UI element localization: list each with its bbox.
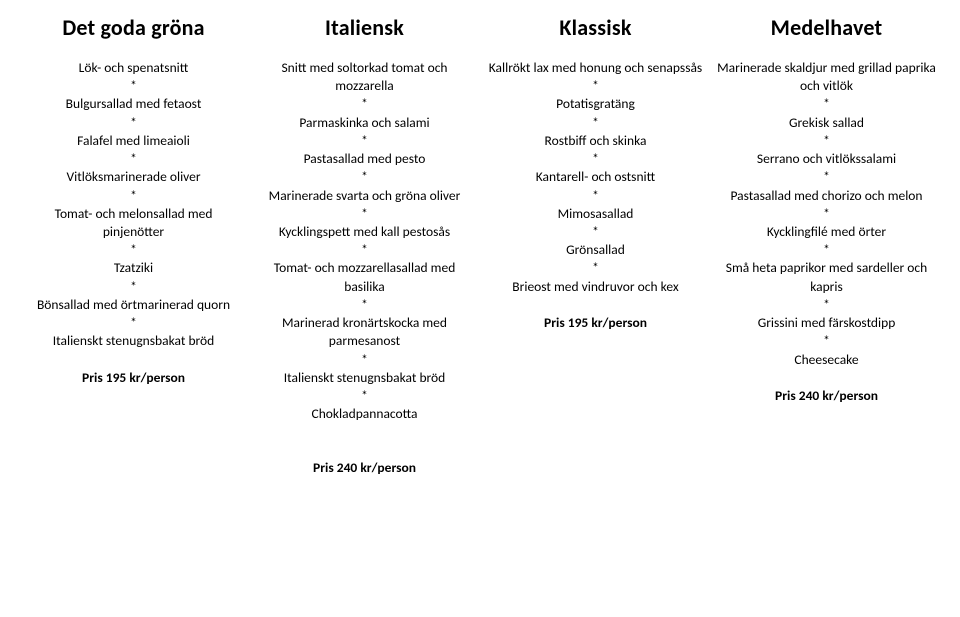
separator: * <box>24 278 243 296</box>
separator: * <box>255 387 474 405</box>
column-items: Marinerade skaldjur med grillad paprika … <box>717 59 936 369</box>
menu-item: Rostbiff och skinka <box>486 132 705 150</box>
menu-item: Vitlöksmarinerade oliver <box>24 168 243 186</box>
column-price: Pris 240 kr/person <box>717 387 936 404</box>
separator: * <box>24 241 243 259</box>
menu-page: Det goda gröna Lök- och spenatsnitt*Bulg… <box>0 0 960 476</box>
column-title: Det goda gröna <box>24 14 243 41</box>
menu-item: Brieost med vindruvor och kex <box>486 278 705 296</box>
column-price: Pris 195 kr/person <box>24 369 243 386</box>
separator: * <box>717 168 936 186</box>
separator: * <box>24 187 243 205</box>
separator: * <box>255 205 474 223</box>
column-items: Lök- och spenatsnitt*Bulgursallad med fe… <box>24 59 243 351</box>
menu-item: Bönsallad med örtmarinerad quorn <box>24 296 243 314</box>
separator: * <box>255 296 474 314</box>
separator: * <box>255 351 474 369</box>
menu-item: Cheesecake <box>717 351 936 369</box>
menu-item: Tomat- och melonsallad med pinjenötter <box>24 205 243 241</box>
separator: * <box>717 132 936 150</box>
separator: * <box>486 150 705 168</box>
menu-item: Tzatziki <box>24 259 243 277</box>
separator: * <box>255 241 474 259</box>
column-title: Medelhavet <box>717 14 936 41</box>
separator: * <box>717 95 936 113</box>
menu-item: Kallrökt lax med honung och senapssås <box>486 59 705 77</box>
separator: * <box>717 205 936 223</box>
separator: * <box>24 314 243 332</box>
menu-column-2: Klassisk Kallrökt lax med honung och sen… <box>480 14 711 476</box>
menu-column-1: Italiensk Snitt med soltorkad tomat och … <box>249 14 480 476</box>
separator: * <box>255 132 474 150</box>
separator: * <box>486 223 705 241</box>
separator: * <box>486 259 705 277</box>
menu-item: Snitt med soltorkad tomat och mozzarella <box>255 59 474 95</box>
menu-item: Chokladpannacotta <box>255 405 474 423</box>
menu-item: Potatisgratäng <box>486 95 705 113</box>
menu-item: Grissini med färskostdipp <box>717 314 936 332</box>
menu-item: Serrano och vitlökssalami <box>717 150 936 168</box>
column-price-below: Pris 240 kr/person <box>255 459 474 476</box>
menu-item: Mimosasallad <box>486 205 705 223</box>
menu-item: Italienskt stenugnsbakat bröd <box>24 332 243 350</box>
menu-column-0: Det goda gröna Lök- och spenatsnitt*Bulg… <box>18 14 249 476</box>
menu-item: Tomat- och mozzarellasallad med basilika <box>255 259 474 295</box>
separator: * <box>255 168 474 186</box>
separator: * <box>717 241 936 259</box>
menu-item: Grekisk sallad <box>717 114 936 132</box>
separator: * <box>24 114 243 132</box>
menu-item: Marinerade skaldjur med grillad paprika … <box>717 59 936 95</box>
separator: * <box>486 114 705 132</box>
menu-item: Små heta paprikor med sardeller och kapr… <box>717 259 936 295</box>
column-title: Italiensk <box>255 14 474 41</box>
separator: * <box>486 77 705 95</box>
separator: * <box>717 296 936 314</box>
menu-item: Kantarell- och ostsnitt <box>486 168 705 186</box>
separator: * <box>24 77 243 95</box>
menu-item: Pastasallad med pesto <box>255 150 474 168</box>
menu-item: Italienskt stenugnsbakat bröd <box>255 369 474 387</box>
menu-item: Kycklingfilé med örter <box>717 223 936 241</box>
separator: * <box>486 187 705 205</box>
separator: * <box>255 95 474 113</box>
separator: * <box>24 150 243 168</box>
menu-column-3: Medelhavet Marinerade skaldjur med grill… <box>711 14 942 476</box>
menu-item: Falafel med limeaioli <box>24 132 243 150</box>
menu-item: Bulgursallad med fetaost <box>24 95 243 113</box>
column-items: Snitt med soltorkad tomat och mozzarella… <box>255 59 474 423</box>
column-price: Pris 195 kr/person <box>486 314 705 331</box>
column-title: Klassisk <box>486 14 705 41</box>
menu-item: Pastasallad med chorizo och melon <box>717 187 936 205</box>
separator: * <box>717 332 936 350</box>
menu-item: Parmaskinka och salami <box>255 114 474 132</box>
menu-item: Marinerad kronärtskocka med parmesanost <box>255 314 474 350</box>
menu-item: Grönsallad <box>486 241 705 259</box>
menu-item: Lök- och spenatsnitt <box>24 59 243 77</box>
column-items: Kallrökt lax med honung och senapssås*Po… <box>486 59 705 296</box>
menu-item: Marinerade svarta och gröna oliver <box>255 187 474 205</box>
menu-item: Kycklingspett med kall pestosås <box>255 223 474 241</box>
